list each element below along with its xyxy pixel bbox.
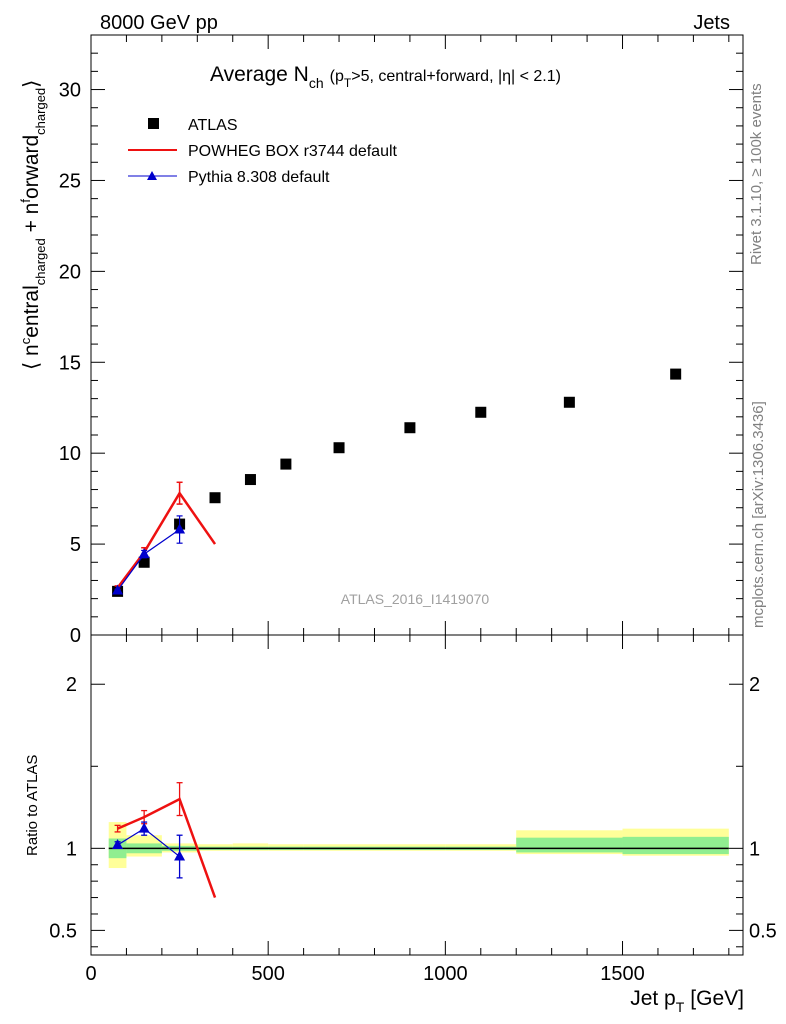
powheg-ratio-line (117, 797, 217, 898)
y-tick-label: 30 (59, 80, 81, 102)
analysis-watermark: ATLAS_2016_I1419070 (341, 591, 490, 607)
pythia-ratio-point (138, 822, 150, 833)
y-tick-label: 20 (59, 261, 81, 283)
atlas-data-point (404, 422, 416, 434)
legend-pythia-marker (147, 171, 157, 180)
process-label: Jets (693, 12, 730, 34)
atlas-data-point (244, 474, 256, 486)
ratio-panel: Ratio to ATLAS Jet pT [GeV] 0.5 0.5 1 1 2 2 0 50… (24, 634, 777, 1015)
atlas-data-point (475, 406, 487, 418)
ratio-y-tick-label-right: 1 (749, 838, 760, 860)
ratio-y-tick-label-right: 2 (749, 674, 760, 696)
x-tick-label: 1000 (423, 963, 468, 985)
main-panel: Average Nch (pT>5, central+forward, |η| <… (18, 34, 744, 647)
legend-atlas-marker (148, 118, 159, 129)
y-tick-label: 0 (70, 625, 81, 647)
atlas-data-point (333, 442, 345, 454)
ratio-y-axis-label: Ratio to ATLAS (24, 755, 41, 856)
x-tick-label: 1500 (600, 963, 645, 985)
pythia-ratio-point (112, 839, 124, 850)
legend-atlas-label: ATLAS (188, 117, 238, 134)
legend: ATLAS POWHEG BOX r3744 default Pythia 8.… (128, 117, 398, 186)
x-axis-label: Jet pT [GeV] (630, 987, 744, 1015)
y-tick-label: 25 (59, 170, 81, 192)
uncertainty-band-inner (622, 836, 729, 855)
ratio-y-tick-label-right: 0.5 (749, 920, 777, 942)
ratio-y-tick-label: 2 (66, 674, 77, 696)
powheg-line (116, 490, 217, 589)
main-title: Average Nch (pT>5, central+forward, |η| <… (210, 63, 561, 91)
rivet-label: Rivet 3.1.10, ≥ 100k events (748, 83, 765, 265)
atlas-data-point (563, 396, 575, 408)
legend-powheg-label: POWHEG BOX r3744 default (188, 143, 398, 160)
main-y-axis-label: ⟨ ncentralcharged + nforwardcharged⟩ (18, 80, 48, 370)
y-tick-label: 15 (59, 352, 81, 374)
y-tick-label: 5 (70, 534, 81, 556)
legend-entry-powheg: POWHEG BOX r3744 default (128, 143, 398, 160)
energy-label: 8000 GeV pp (100, 12, 218, 34)
ratio-frame (90, 634, 744, 956)
atlas-data-point (280, 458, 292, 470)
atlas-data-point (138, 556, 150, 568)
pythia-data-point (174, 523, 186, 534)
pythia-data-point (138, 548, 150, 559)
ratio-y-tick-label: 0.5 (49, 920, 77, 942)
legend-entry-pythia: Pythia 8.308 default (128, 169, 330, 186)
main-plot-area (112, 368, 682, 597)
legend-entry-atlas: ATLAS (148, 117, 238, 134)
source-label: mcplots.cern.ch [arXiv:1306.3436] (750, 401, 767, 628)
uncertainty-band-inner (516, 837, 623, 853)
atlas-data-point (670, 368, 682, 380)
atlas-data-point (209, 492, 221, 504)
ratio-plot-area (108, 782, 729, 898)
y-tick-label: 10 (59, 443, 81, 465)
x-tick-label: 0 (85, 963, 96, 985)
pythia-ratio-point (174, 850, 186, 861)
ratio-y-tick-label: 1 (66, 838, 77, 860)
pythia-data-point (112, 584, 124, 595)
legend-pythia-label: Pythia 8.308 default (188, 169, 330, 186)
x-tick-label: 500 (251, 963, 284, 985)
